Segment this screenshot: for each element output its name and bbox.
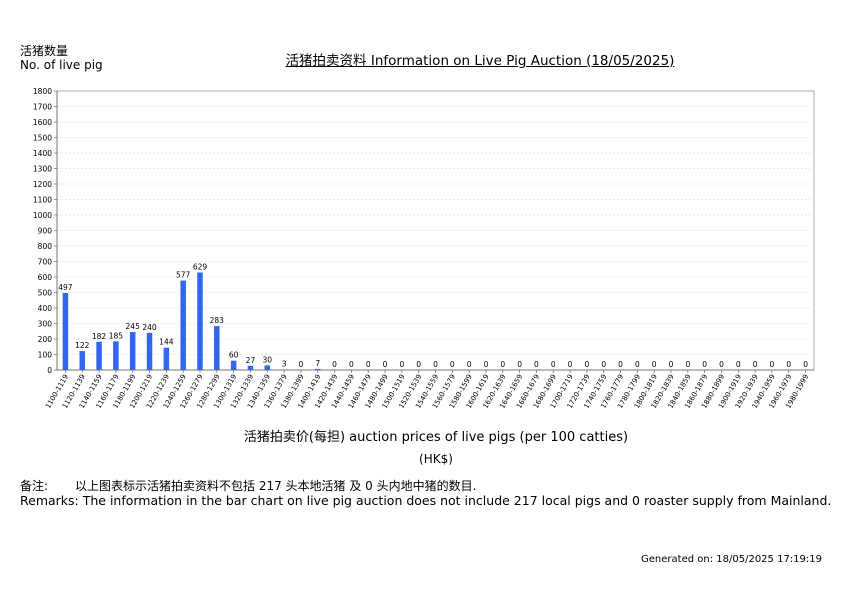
y-tick-label: 900 (38, 227, 53, 236)
data-label: 0 (450, 360, 455, 369)
data-label: 30 (263, 355, 273, 364)
bar (146, 332, 153, 370)
data-label: 0 (770, 360, 775, 369)
bar (96, 341, 102, 370)
y-tick-label: 1000 (33, 211, 52, 220)
data-label: 0 (601, 360, 606, 369)
y-axis-title-cn: 活猪数量 (20, 44, 69, 58)
x-axis-title: 活猪拍卖价(每担) auction prices of live pigs (p… (243, 430, 629, 445)
data-label: 0 (702, 360, 707, 369)
y-tick-label: 600 (38, 273, 53, 282)
remark-cn: 备注: 以上图表标示活猪拍卖资料不包括 217 头本地活猪 及 0 头内地中猪的数… (20, 477, 476, 494)
bar (180, 280, 186, 370)
bar (62, 292, 69, 370)
y-tick-label: 0 (47, 366, 52, 375)
bar (79, 351, 85, 370)
y-tick-label: 1800 (33, 87, 52, 96)
data-label: 0 (551, 360, 556, 369)
data-label: 0 (568, 360, 573, 369)
data-label: 0 (585, 360, 590, 369)
data-label: 497 (58, 283, 73, 292)
data-label: 0 (719, 360, 724, 369)
data-label: 0 (517, 360, 522, 369)
data-label: 144 (159, 338, 174, 347)
remark-cn-label: 备注: (20, 479, 49, 493)
data-label: 0 (685, 360, 690, 369)
y-tick-label: 300 (38, 320, 53, 329)
data-label: 0 (467, 360, 472, 369)
y-tick-label: 1600 (33, 118, 52, 127)
chart-title: 活猪拍卖资料 Information on Live Pig Auction (… (285, 53, 675, 69)
bar (247, 365, 254, 370)
bar (230, 360, 237, 370)
data-label: 0 (416, 360, 421, 369)
bar (197, 272, 203, 370)
data-label: 577 (176, 271, 191, 280)
currency-unit: (HK$) (419, 452, 453, 466)
data-label: 0 (786, 360, 791, 369)
data-label: 0 (299, 360, 304, 369)
data-label: 0 (803, 360, 808, 369)
data-label: 0 (618, 360, 623, 369)
data-label: 3 (282, 360, 287, 369)
data-label: 0 (433, 360, 438, 369)
data-label: 0 (652, 360, 657, 369)
y-tick-label: 1200 (33, 180, 52, 189)
y-tick-label: 1100 (33, 196, 52, 205)
bar (113, 341, 119, 370)
data-label: 60 (229, 351, 239, 360)
data-label: 0 (736, 360, 741, 369)
y-tick-label: 700 (38, 258, 53, 267)
data-label: 0 (753, 360, 758, 369)
y-tick-label: 200 (38, 335, 53, 344)
y-tick-label: 1300 (33, 165, 52, 174)
data-label: 122 (75, 341, 90, 350)
y-tick-label: 100 (38, 351, 53, 360)
bar (314, 368, 321, 370)
y-tick-label: 1700 (33, 103, 52, 112)
data-label: 240 (142, 323, 157, 332)
data-label: 0 (349, 360, 354, 369)
data-label: 27 (246, 356, 256, 365)
bar (264, 365, 271, 370)
data-label: 182 (92, 332, 107, 341)
remark-en: Remarks: The information in the bar char… (20, 493, 832, 508)
bar (163, 347, 170, 370)
data-label: 0 (366, 360, 371, 369)
y-tick-label: 800 (38, 242, 53, 251)
data-label: 0 (399, 360, 404, 369)
data-label: 7 (315, 359, 320, 368)
data-label: 0 (669, 360, 674, 369)
data-label: 0 (383, 360, 388, 369)
bar (214, 326, 220, 370)
y-tick-label: 1400 (33, 149, 52, 158)
data-label: 185 (109, 331, 124, 340)
y-tick-label: 1500 (33, 134, 52, 143)
data-label: 283 (210, 316, 225, 325)
bar-chart: 0100200300400500600700800900100011001200… (33, 87, 815, 410)
generated-timestamp: Generated on: 18/05/2025 17:19:19 (641, 554, 822, 565)
data-label: 629 (193, 263, 208, 272)
data-label: 0 (534, 360, 539, 369)
y-tick-label: 500 (38, 289, 53, 298)
data-label: 0 (500, 360, 505, 369)
bar (129, 332, 136, 370)
y-axis-title-en: No. of live pig (20, 58, 103, 72)
data-label: 245 (126, 322, 141, 331)
data-label: 0 (484, 360, 489, 369)
y-tick-label: 400 (38, 304, 53, 313)
data-label: 0 (332, 360, 337, 369)
remark-cn-text: 以上图表标示活猪拍卖资料不包括 217 头本地活猪 及 0 头内地中猪的数目. (75, 479, 477, 493)
data-label: 0 (635, 360, 640, 369)
